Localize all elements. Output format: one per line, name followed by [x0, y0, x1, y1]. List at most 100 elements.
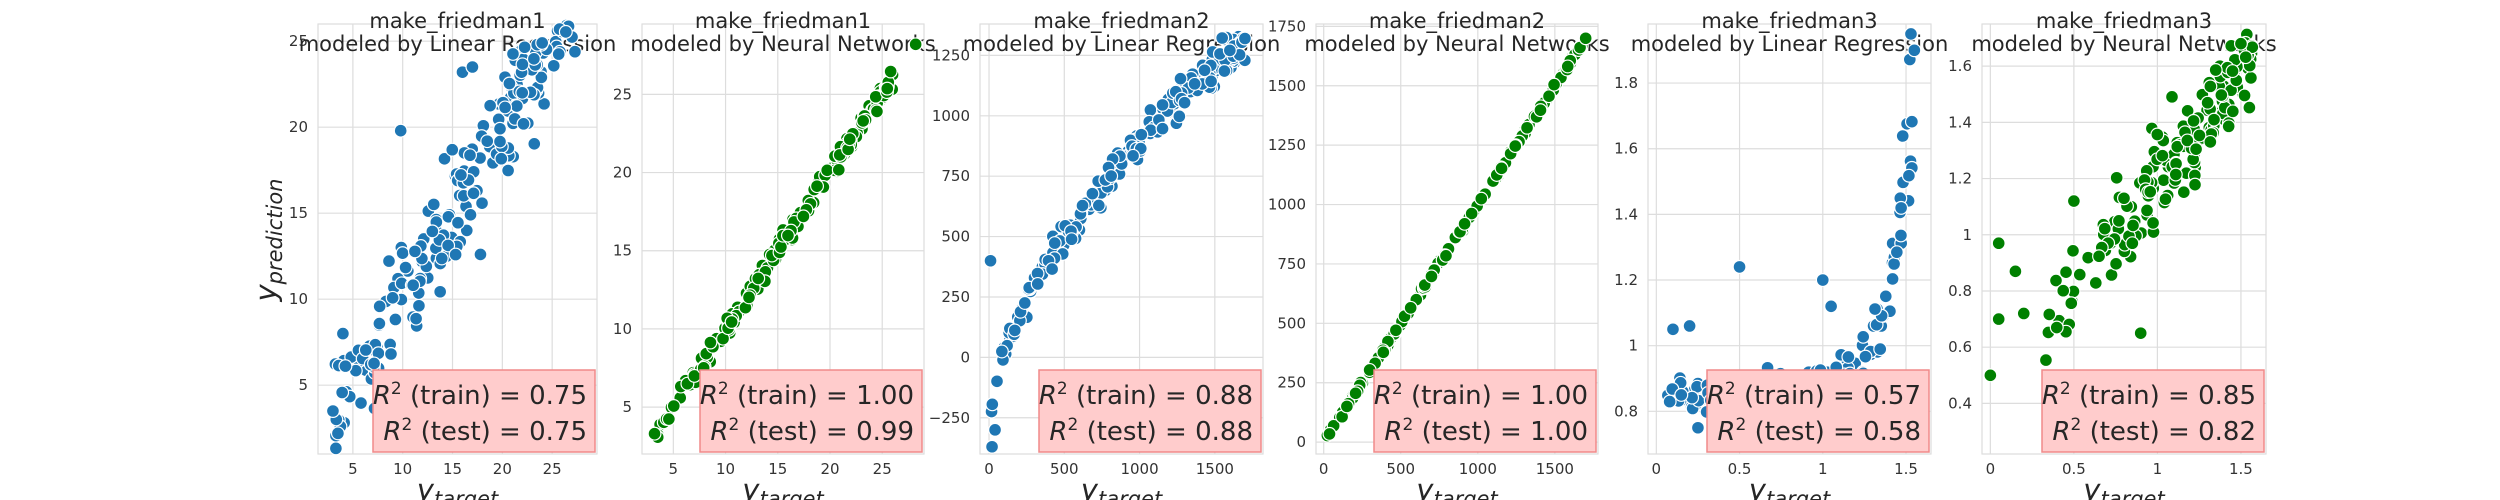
data-point: [2243, 70, 2258, 85]
data-point: [842, 132, 857, 147]
data-point: [462, 148, 477, 163]
data-point: [1017, 295, 1032, 310]
data-point: [551, 47, 566, 62]
y-tick-label: 0: [960, 348, 970, 366]
y-tick-label: 1.2: [1614, 271, 1638, 289]
data-point: [2048, 273, 2063, 288]
data-point: [2156, 173, 2171, 188]
data-point: [498, 100, 513, 115]
data-point: [1045, 262, 1060, 277]
data-point: [1893, 228, 1908, 243]
x-tick-label: 0: [1652, 460, 1662, 478]
data-point: [2150, 127, 2165, 142]
r2-annotation-box: [372, 369, 596, 453]
data-point: [328, 441, 343, 456]
y-tick-label: 5: [622, 398, 632, 416]
y-tick-label: 1750: [1268, 17, 1306, 35]
x-tick-label: 500: [1050, 460, 1079, 478]
data-point: [509, 99, 524, 114]
x-tick-label: 5: [669, 460, 679, 478]
data-point: [2109, 170, 2124, 185]
data-point: [1991, 236, 2006, 251]
data-point: [517, 40, 532, 55]
data-point: [1878, 289, 1893, 304]
x-axis-label: ytarget: [1080, 473, 1163, 500]
data-point: [1204, 74, 1219, 89]
data-point: [483, 98, 498, 113]
x-axis-label: ytarget: [1415, 473, 1498, 500]
data-point: [2140, 203, 2155, 218]
data-point: [2065, 243, 2080, 258]
y-axis-label: yprediction: [249, 179, 287, 303]
x-tick-label: 1: [2153, 460, 2163, 478]
data-point: [2168, 167, 2183, 182]
data-point: [1464, 206, 1479, 221]
data-point: [2225, 104, 2240, 119]
data-point: [2164, 89, 2179, 104]
data-point: [2242, 100, 2257, 115]
y-tick-label: 1500: [1268, 77, 1306, 95]
data-point: [1547, 77, 1562, 92]
data-point: [372, 316, 387, 331]
data-point: [1030, 276, 1045, 291]
r2-train-label: R2 (train) = 0.75: [373, 379, 587, 411]
subplot-title: make_friedman2: [1369, 9, 1545, 34]
data-point: [459, 223, 474, 238]
data-point: [437, 151, 452, 166]
r2-annotation-box: [699, 369, 923, 453]
data-point: [1665, 322, 1680, 337]
x-tick-label: 15: [443, 460, 462, 478]
data-point: [358, 343, 373, 358]
data-point: [983, 253, 998, 268]
data-point: [2180, 103, 2195, 118]
data-point: [1858, 349, 1873, 364]
x-tick-label: 1000: [1459, 460, 1497, 478]
y-tick-label: 15: [289, 204, 308, 222]
data-point: [2059, 265, 2074, 280]
x-tick-label: 0.5: [2062, 460, 2086, 478]
r2-train-label: R2 (train) = 0.57: [1707, 379, 1921, 411]
data-point: [1217, 64, 1232, 79]
data-point: [463, 207, 478, 222]
data-point: [1173, 71, 1188, 86]
x-axis-label: ytarget: [2082, 473, 2165, 500]
data-point: [2072, 267, 2087, 282]
data-point: [1578, 31, 1593, 46]
data-point: [994, 344, 1009, 359]
subplot-title: make_friedman3: [1701, 9, 1877, 34]
subplot-3: 0 500 1000 1500 −250 0 250 500 750 1000 1250 make_f…: [929, 9, 1280, 500]
data-point: [1873, 342, 1888, 357]
data-point: [330, 426, 345, 441]
data-point: [411, 298, 426, 313]
data-point: [393, 123, 408, 138]
r2-train-label: R2 (train) = 0.88: [1039, 379, 1253, 411]
y-tick-label: 0: [1296, 433, 1306, 451]
data-point: [2203, 134, 2218, 149]
y-tick-label: 1250: [1268, 136, 1306, 154]
data-point: [1155, 121, 1170, 136]
r2-annotation-box: [1706, 369, 1930, 453]
data-point: [1424, 269, 1439, 284]
data-point: [465, 59, 480, 74]
subplot-6: 0 0.5 1 1.5 0.4 0.6 0.8 1 1.2 1.4 1.6 make_friedman…: [1948, 9, 2277, 500]
data-point: [985, 397, 1000, 412]
data-point: [2176, 185, 2191, 200]
data-point: [2233, 36, 2248, 51]
data-point: [388, 312, 403, 327]
data-point: [1895, 129, 1910, 144]
data-point: [2042, 307, 2057, 322]
x-tick-label: 1: [1818, 460, 1828, 478]
x-tick-label: 1000: [1120, 460, 1158, 478]
data-point: [1339, 399, 1354, 414]
data-point: [741, 290, 756, 305]
data-point: [856, 113, 871, 128]
data-point: [367, 356, 382, 371]
data-point: [567, 44, 582, 59]
data-point: [2200, 95, 2215, 110]
data-point: [1732, 259, 1747, 274]
y-tick-label: 5: [298, 376, 308, 394]
data-point: [445, 142, 460, 157]
data-point: [990, 374, 1005, 389]
data-point: [381, 254, 396, 269]
data-point: [1991, 312, 2006, 327]
